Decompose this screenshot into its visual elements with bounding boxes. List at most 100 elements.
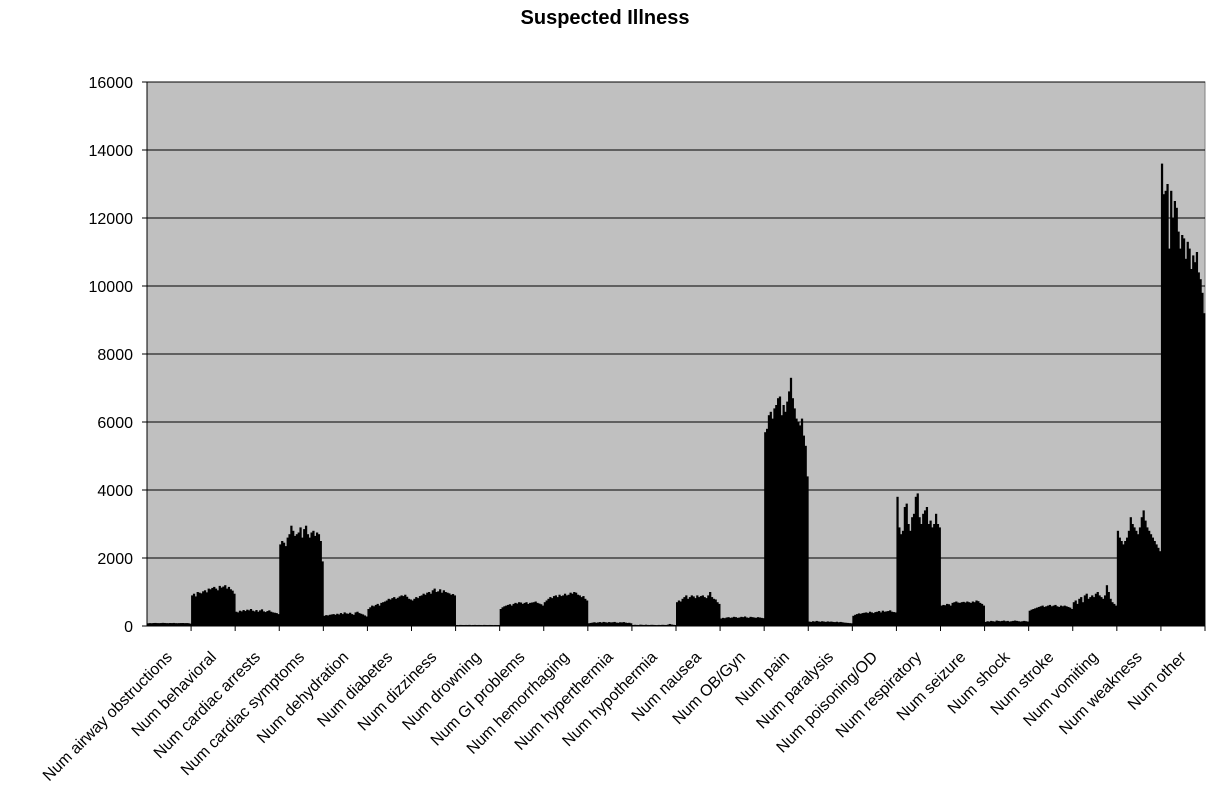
bar	[881, 610, 884, 626]
bar	[659, 624, 662, 626]
bar	[791, 398, 794, 626]
bar	[830, 621, 833, 626]
bar	[611, 622, 614, 626]
bar	[856, 614, 859, 626]
bar	[743, 616, 747, 626]
bar	[301, 537, 304, 626]
bar	[167, 623, 170, 626]
bar	[699, 596, 703, 626]
bar	[402, 596, 405, 626]
bar	[980, 603, 984, 626]
bar	[429, 593, 433, 626]
bars	[147, 163, 1206, 627]
bar	[971, 601, 974, 626]
bar	[1103, 595, 1107, 626]
bar	[892, 612, 895, 626]
bar	[422, 593, 425, 626]
bar	[850, 623, 853, 626]
bar	[756, 617, 760, 626]
bar	[293, 535, 297, 626]
bar	[800, 418, 804, 626]
bar	[940, 605, 943, 626]
bar	[885, 611, 888, 626]
bar	[431, 590, 434, 626]
bar	[762, 618, 765, 626]
bar	[1061, 606, 1064, 626]
bar	[740, 616, 743, 626]
y-tick-label: 14000	[89, 143, 134, 160]
bar	[907, 524, 910, 626]
bar	[929, 520, 932, 626]
bar	[315, 532, 319, 626]
bar	[782, 405, 785, 626]
bar	[936, 524, 940, 626]
bar	[352, 614, 355, 626]
bar	[984, 621, 987, 626]
bar	[284, 546, 287, 626]
bar	[793, 408, 796, 626]
bar	[1149, 534, 1153, 626]
bar	[1048, 604, 1052, 626]
bar	[1074, 600, 1077, 626]
bar	[745, 617, 749, 626]
y-tick-label: 16000	[89, 75, 134, 92]
y-tick-label: 4000	[97, 483, 133, 500]
bar	[1190, 269, 1193, 626]
bar	[354, 612, 357, 626]
bar	[938, 527, 941, 626]
bar	[1069, 607, 1072, 626]
y-tick-label: 2000	[97, 551, 133, 568]
bar	[896, 496, 899, 626]
bar-group	[499, 601, 545, 626]
bar	[1052, 605, 1055, 626]
bar	[1179, 248, 1182, 626]
bar	[251, 610, 254, 626]
bar	[238, 610, 242, 626]
bar	[343, 612, 346, 626]
bar	[233, 593, 236, 626]
bar	[1186, 241, 1189, 627]
bar	[306, 534, 310, 626]
bar	[1096, 592, 1099, 626]
bar	[205, 592, 209, 626]
bar-group	[852, 610, 897, 626]
bar-group	[808, 620, 853, 626]
bar	[532, 602, 535, 626]
bar	[512, 603, 515, 626]
bar	[192, 593, 196, 626]
bar	[240, 611, 243, 626]
bar	[312, 530, 315, 626]
bar	[1126, 537, 1129, 626]
bar	[235, 611, 238, 626]
bar	[1054, 604, 1057, 626]
bar	[536, 602, 539, 626]
bar	[912, 513, 916, 626]
bar	[433, 588, 436, 626]
bar	[211, 587, 214, 626]
bar	[198, 592, 201, 626]
bar	[376, 603, 379, 626]
bar-group	[1160, 163, 1206, 627]
bar	[409, 599, 412, 626]
bar	[852, 615, 855, 626]
bar	[789, 377, 793, 626]
bar	[189, 623, 192, 626]
bar	[304, 525, 308, 626]
bar	[494, 624, 497, 626]
bar	[325, 615, 328, 626]
bar	[889, 610, 892, 626]
bar	[176, 623, 179, 626]
bar	[242, 610, 245, 626]
bar	[903, 507, 906, 626]
bar	[690, 595, 693, 626]
bar	[327, 615, 330, 626]
bar	[1092, 597, 1096, 626]
bar	[218, 585, 221, 626]
bar	[1045, 606, 1048, 626]
bar	[1070, 609, 1074, 626]
bar	[1140, 517, 1143, 626]
bar	[1160, 163, 1164, 626]
bar	[292, 530, 295, 626]
bar	[663, 624, 666, 626]
bar	[813, 621, 816, 626]
